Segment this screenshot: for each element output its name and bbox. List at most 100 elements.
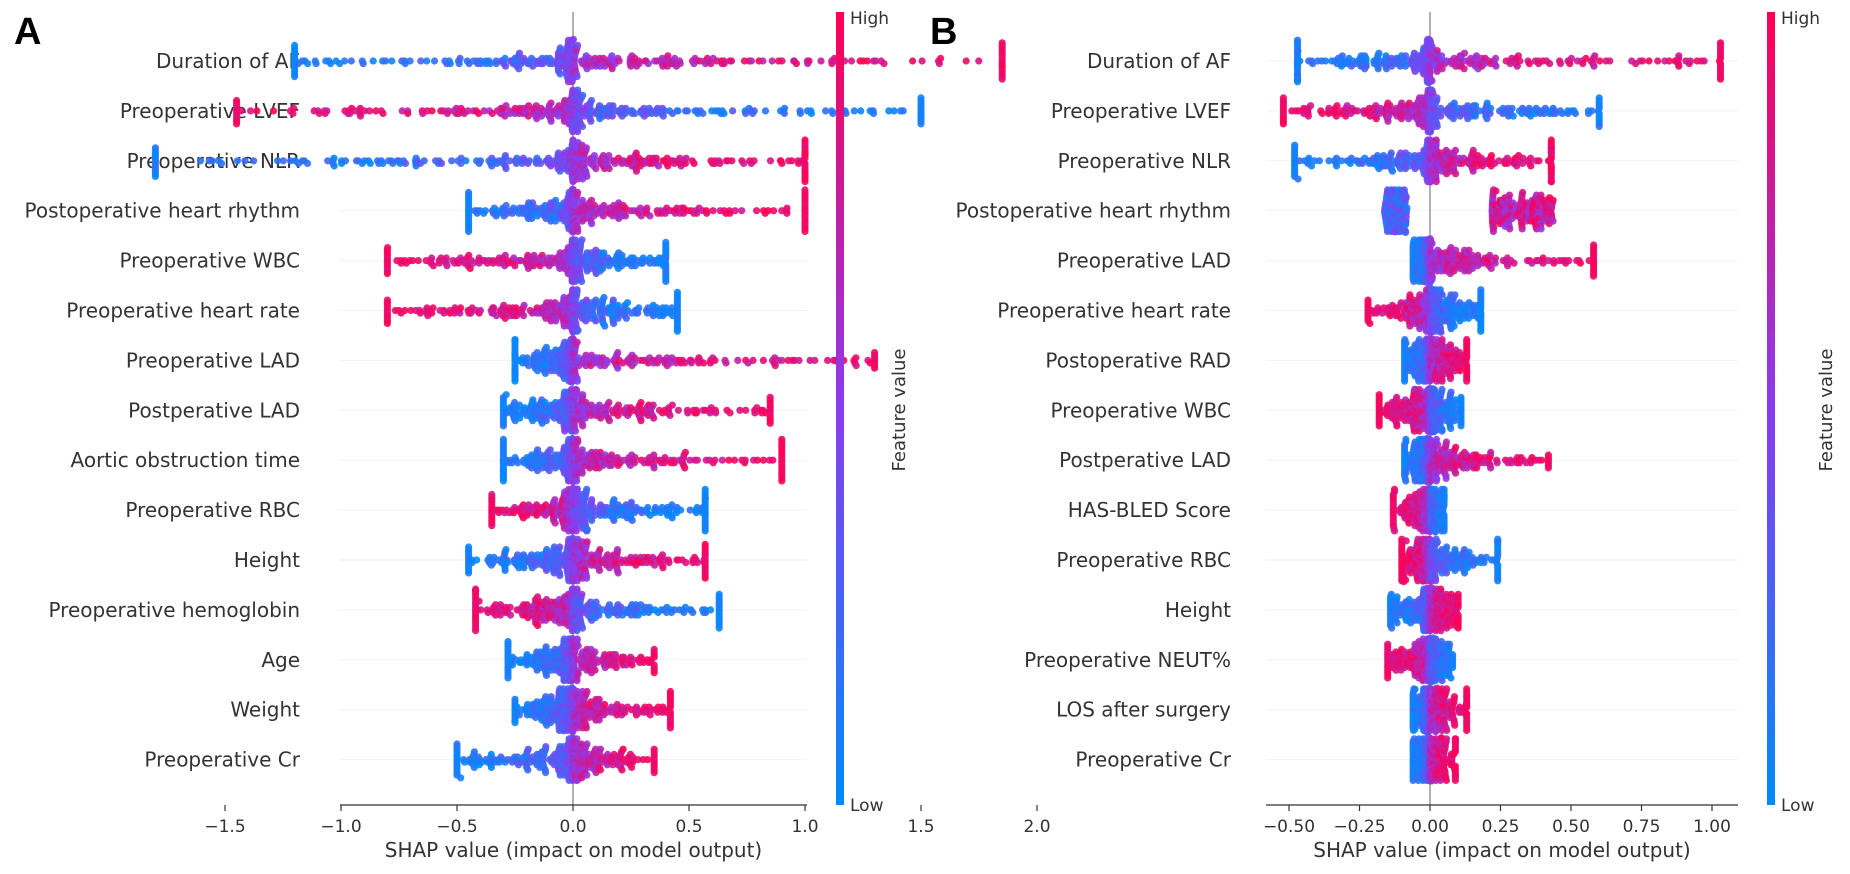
beeswarm-dot [716, 591, 723, 598]
beeswarm-dot [702, 495, 709, 502]
beeswarm-dot [547, 100, 554, 107]
beeswarm-dot [720, 110, 727, 117]
beeswarm-dot [999, 39, 1006, 46]
beeswarm-dot [583, 144, 590, 151]
beeswarm-dot [462, 157, 469, 164]
beeswarm-dot [247, 107, 254, 114]
beeswarm-dot [504, 674, 511, 681]
beeswarm-dot [728, 57, 735, 64]
beeswarm-dot [778, 160, 785, 167]
beeswarm-dot [722, 359, 729, 366]
beeswarm-dot [234, 157, 241, 164]
beeswarm-dot [806, 57, 813, 64]
beeswarm-dot [650, 402, 657, 409]
beeswarm-dot [197, 157, 204, 164]
beeswarm-dot [388, 57, 395, 64]
beeswarm-dot [783, 205, 790, 212]
beeswarm-dot [963, 57, 970, 64]
beeswarm-dot [477, 606, 484, 613]
beeswarm-dot [742, 407, 749, 414]
beeswarm-dot [331, 162, 338, 169]
beeswarm-dot [573, 677, 580, 684]
beeswarm-dot [759, 57, 766, 64]
beeswarm-dot [635, 304, 642, 311]
beeswarm-dot [476, 598, 483, 605]
feature-label: Preoperative Cr [144, 748, 300, 772]
beeswarm-dot [574, 635, 581, 642]
beeswarm-dot [817, 57, 824, 64]
beeswarm-dot [304, 160, 311, 167]
beeswarm-dot [693, 409, 700, 416]
beeswarm-dot [770, 207, 777, 214]
beeswarm-dot [700, 359, 707, 366]
beeswarm-dot [556, 543, 563, 550]
beeswarm-dot [1363, 63, 1370, 70]
beeswarm-dot [280, 157, 287, 164]
beeswarm-dot [253, 107, 260, 114]
beeswarm-dot [270, 107, 277, 114]
beeswarm-dot [447, 60, 454, 67]
beeswarm-dot [760, 357, 767, 364]
beeswarm-dot [525, 746, 532, 753]
beeswarm-dot [588, 496, 595, 503]
beeswarm-dot [574, 73, 581, 80]
beeswarm-dot [448, 157, 455, 164]
beeswarm-dot [423, 57, 430, 64]
beeswarm-dot [443, 262, 450, 269]
feature-label: Duration of AF [156, 49, 300, 73]
beeswarm-dot [778, 357, 785, 364]
beeswarm-dot [651, 464, 658, 471]
beeswarm-dot [584, 526, 591, 533]
x-axis-label: SHAP value (impact on model output) [385, 838, 762, 862]
beeswarm-dot [465, 228, 472, 235]
beeswarm-dot [711, 357, 718, 364]
beeswarm-dot [614, 349, 621, 356]
x-tick-label: 1.0 [791, 817, 818, 837]
beeswarm-dot [797, 110, 804, 117]
beeswarm-dot [801, 186, 808, 193]
beeswarm-dot [579, 391, 586, 398]
beeswarm-dot [622, 212, 629, 219]
beeswarm-dot [438, 160, 445, 167]
beeswarm-dot [937, 55, 944, 62]
beeswarm-dot [662, 278, 669, 285]
beeswarm-dot [674, 328, 681, 335]
beeswarm-dot [542, 769, 549, 776]
feature-label: Preoperative RBC [125, 498, 300, 522]
beeswarm-dot [457, 55, 464, 62]
beeswarm-dot [603, 359, 610, 366]
beeswarm-dot [1375, 50, 1382, 57]
beeswarm-dot [465, 189, 472, 196]
beeswarm-dot [502, 546, 509, 553]
beeswarm-dot [749, 357, 756, 364]
beeswarm-dot [767, 420, 774, 427]
feature-label: Postperative LAD [128, 398, 300, 422]
beeswarm-dot [637, 417, 644, 424]
beeswarm-dot [703, 210, 710, 217]
beeswarm-dot [767, 394, 774, 401]
beeswarm-dot [778, 57, 785, 64]
beeswarm-dot [500, 422, 507, 429]
beeswarm-dot [674, 107, 681, 114]
beeswarm-dot [488, 491, 495, 498]
beeswarm-dot [502, 165, 509, 172]
beeswarm-dot [591, 648, 598, 655]
beeswarm-dot [684, 107, 691, 114]
beeswarm-dot [465, 543, 472, 550]
beeswarm-dot [719, 457, 726, 464]
beeswarm-dot [665, 559, 672, 566]
beeswarm-dot [592, 317, 599, 324]
beeswarm-dot [575, 670, 582, 677]
beeswarm-dot [500, 467, 507, 474]
beeswarm-dot [574, 228, 581, 235]
beeswarm-dot [360, 60, 367, 67]
beeswarm-dot [702, 541, 709, 548]
beeswarm-dot [848, 57, 855, 64]
beeswarm-dot [651, 769, 658, 776]
beeswarm-dot [801, 136, 808, 143]
beeswarm-dot [596, 546, 603, 553]
feature-label: Aortic obstruction time [71, 448, 300, 472]
colorbar [836, 12, 844, 805]
beeswarm-dot [488, 522, 495, 529]
beeswarm-dot [407, 57, 414, 64]
